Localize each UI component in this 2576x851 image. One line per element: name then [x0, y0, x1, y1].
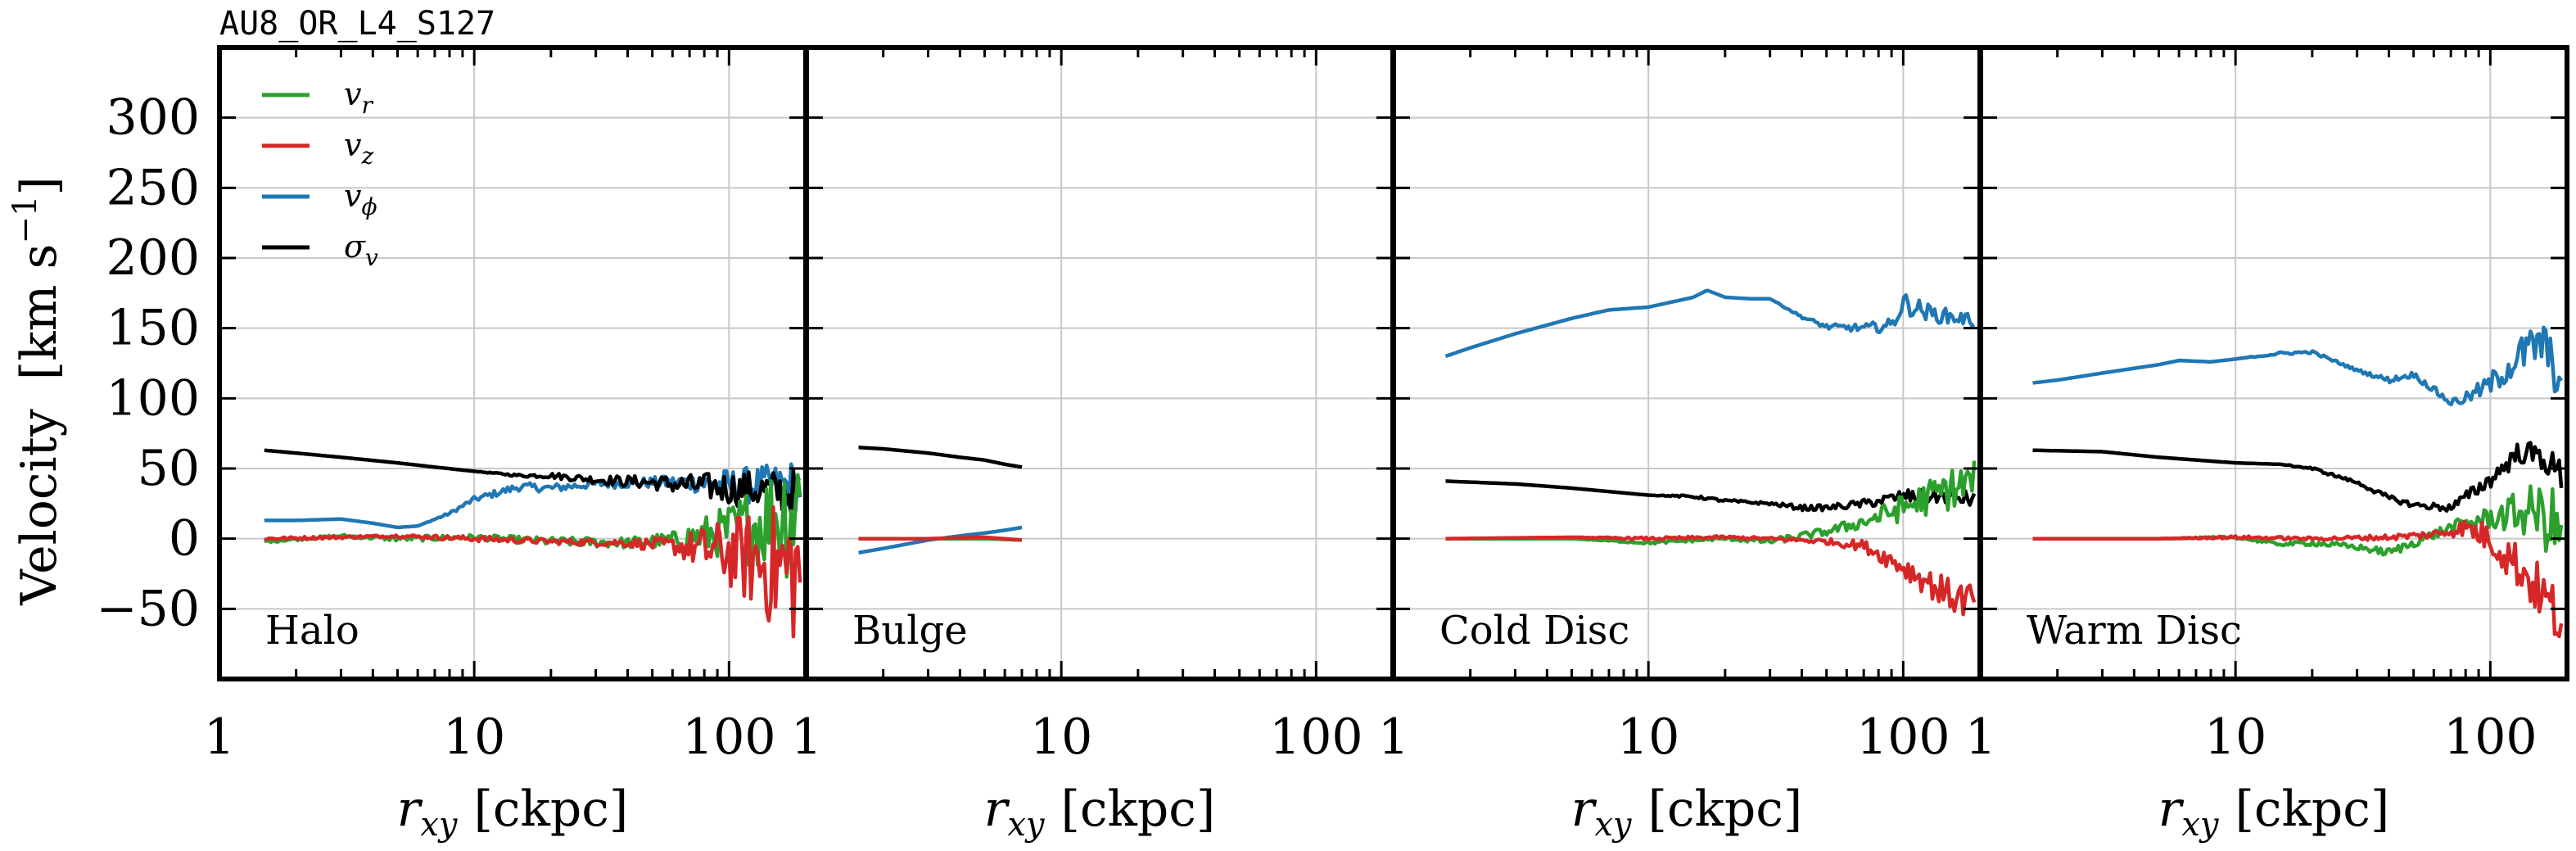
x-axis-title: rxy [ckpc]	[397, 781, 629, 844]
series-group	[263, 448, 802, 639]
y-tick-label: 50	[138, 440, 200, 497]
x-tick-label: 10	[1030, 708, 1092, 766]
series-line-sigma-v	[857, 446, 1024, 469]
panel-label: Cold Disc	[1439, 608, 1629, 654]
x-axis-title-unit: [ckpc]	[1061, 781, 1216, 838]
grid	[807, 48, 1393, 679]
x-tick-label: 10	[443, 708, 505, 766]
x-axis-title-subscript: xy	[2181, 806, 2220, 844]
x-axis-title-symbol: r	[984, 781, 1010, 838]
panel-label: Halo	[265, 608, 359, 654]
series-line-sigma-v	[264, 448, 801, 518]
legend-label: vz	[344, 127, 373, 170]
x-axis-title-subscript: xy	[1594, 806, 1633, 844]
y-tick-label: 100	[106, 369, 200, 427]
legend-label-subscript: ϕ	[361, 193, 377, 220]
y-tick-label: 200	[106, 229, 200, 287]
series-group	[2032, 325, 2564, 639]
x-axis-title: rxy [ckpc]	[984, 781, 1216, 844]
series-line-v-z	[1445, 534, 1977, 617]
legend-label-subscript: r	[361, 92, 373, 119]
legend-label-symbol: v	[344, 127, 362, 163]
series-group	[1444, 288, 1977, 617]
legend-item-v-phi: vϕ	[262, 178, 377, 220]
x-axis-title-unit: [ckpc]	[1648, 781, 1803, 838]
panel-cold-disc: 1 10 100 Cold Disc rxy [ckpc]	[1378, 45, 1982, 844]
panel-bulge: 1 10 100 Bulge rxy [ckpc]	[791, 45, 1395, 844]
x-tick-label: 1	[791, 708, 822, 766]
x-axis-title-unit: [ckpc]	[2235, 781, 2390, 838]
y-tick-label: 300	[106, 89, 200, 147]
series-line-v-z	[264, 505, 802, 639]
series-group	[857, 446, 1024, 555]
x-tick-label: 1	[204, 708, 235, 766]
x-tick-label: 10	[2204, 708, 2266, 766]
panel-frame	[804, 45, 1395, 681]
x-axis-title-subscript: xy	[1007, 806, 1046, 844]
legend-item-v-r: vr	[262, 76, 373, 119]
y-tick-label: 150	[106, 300, 200, 357]
y-axis-title-unit: [km s	[11, 244, 68, 381]
legend-label: vϕ	[344, 178, 377, 220]
legend-label-symbol: v	[344, 76, 362, 112]
x-axis-title: rxy [ckpc]	[1571, 781, 1803, 844]
y-tick-label: 250	[106, 159, 200, 216]
x-tick-label: 10	[1617, 708, 1679, 766]
panel-warm-disc: 1 10 100 Warm Disc rxy [ckpc]	[1965, 45, 2569, 844]
x-axis-title-subscript: xy	[420, 806, 459, 844]
x-tick-label: 100	[2443, 708, 2538, 766]
series-line-sigma-v	[1445, 479, 1977, 513]
panel-frame	[217, 45, 808, 681]
y-axis-title-unit-exponent: −1	[7, 196, 44, 244]
grid	[1394, 48, 1980, 679]
panel-ticks	[1392, 48, 1982, 679]
y-axis-title-unit-close: ]	[11, 176, 68, 195]
x-tick-label: 100	[682, 708, 776, 766]
y-tick-label: 0	[169, 510, 200, 568]
grid	[1981, 48, 2567, 679]
x-tick-label: 100	[1856, 708, 1950, 766]
legend-label: σv	[344, 229, 378, 271]
series-line-sigma-v	[2032, 441, 2564, 513]
series-line-v-z	[857, 535, 1024, 542]
legend-label-symbol: σ	[344, 229, 366, 265]
legend-item-sigma-v: σv	[262, 229, 378, 271]
x-axis-title-symbol: r	[2158, 781, 2185, 838]
x-tick-label: 100	[1269, 708, 1363, 766]
grid	[219, 48, 806, 679]
y-axis-ticks: 300 250 200 150 100 50 0 −50	[96, 89, 200, 638]
y-axis-title-quantity: Velocity	[11, 409, 68, 606]
legend-item-v-z: vz	[262, 127, 373, 170]
series-line-v-r	[1445, 460, 1977, 546]
series-line-v-z	[2032, 519, 2564, 639]
series-line-v-phi	[2032, 325, 2563, 407]
legend-label: vr	[344, 76, 373, 119]
x-axis-title-symbol: r	[397, 781, 423, 838]
x-axis-title-unit: [ckpc]	[474, 781, 629, 838]
panel-frame	[1978, 45, 2569, 681]
series-line-v-r	[2032, 484, 2564, 557]
panel-ticks	[1979, 48, 2569, 679]
panel-label: Warm Disc	[2027, 608, 2242, 654]
y-axis-title: Velocity [km s−1]	[7, 176, 68, 605]
panel-frame	[1391, 45, 1982, 681]
x-axis-title-symbol: r	[1571, 781, 1598, 838]
legend-label-subscript: v	[365, 244, 378, 271]
panel-label: Bulge	[852, 608, 968, 654]
x-tick-label: 1	[1378, 708, 1409, 766]
x-tick-label: 1	[1965, 708, 1996, 766]
x-axis-title: rxy [ckpc]	[2158, 781, 2390, 844]
y-tick-label: −50	[96, 580, 200, 637]
legend-label-symbol: v	[344, 178, 362, 214]
panel-ticks	[805, 48, 1394, 679]
panel-ticks	[218, 48, 807, 679]
legend-label-subscript: z	[360, 143, 373, 170]
simulation-label: AU8_OR_L4_S127	[219, 5, 495, 43]
series-line-v-phi	[1444, 288, 1976, 359]
